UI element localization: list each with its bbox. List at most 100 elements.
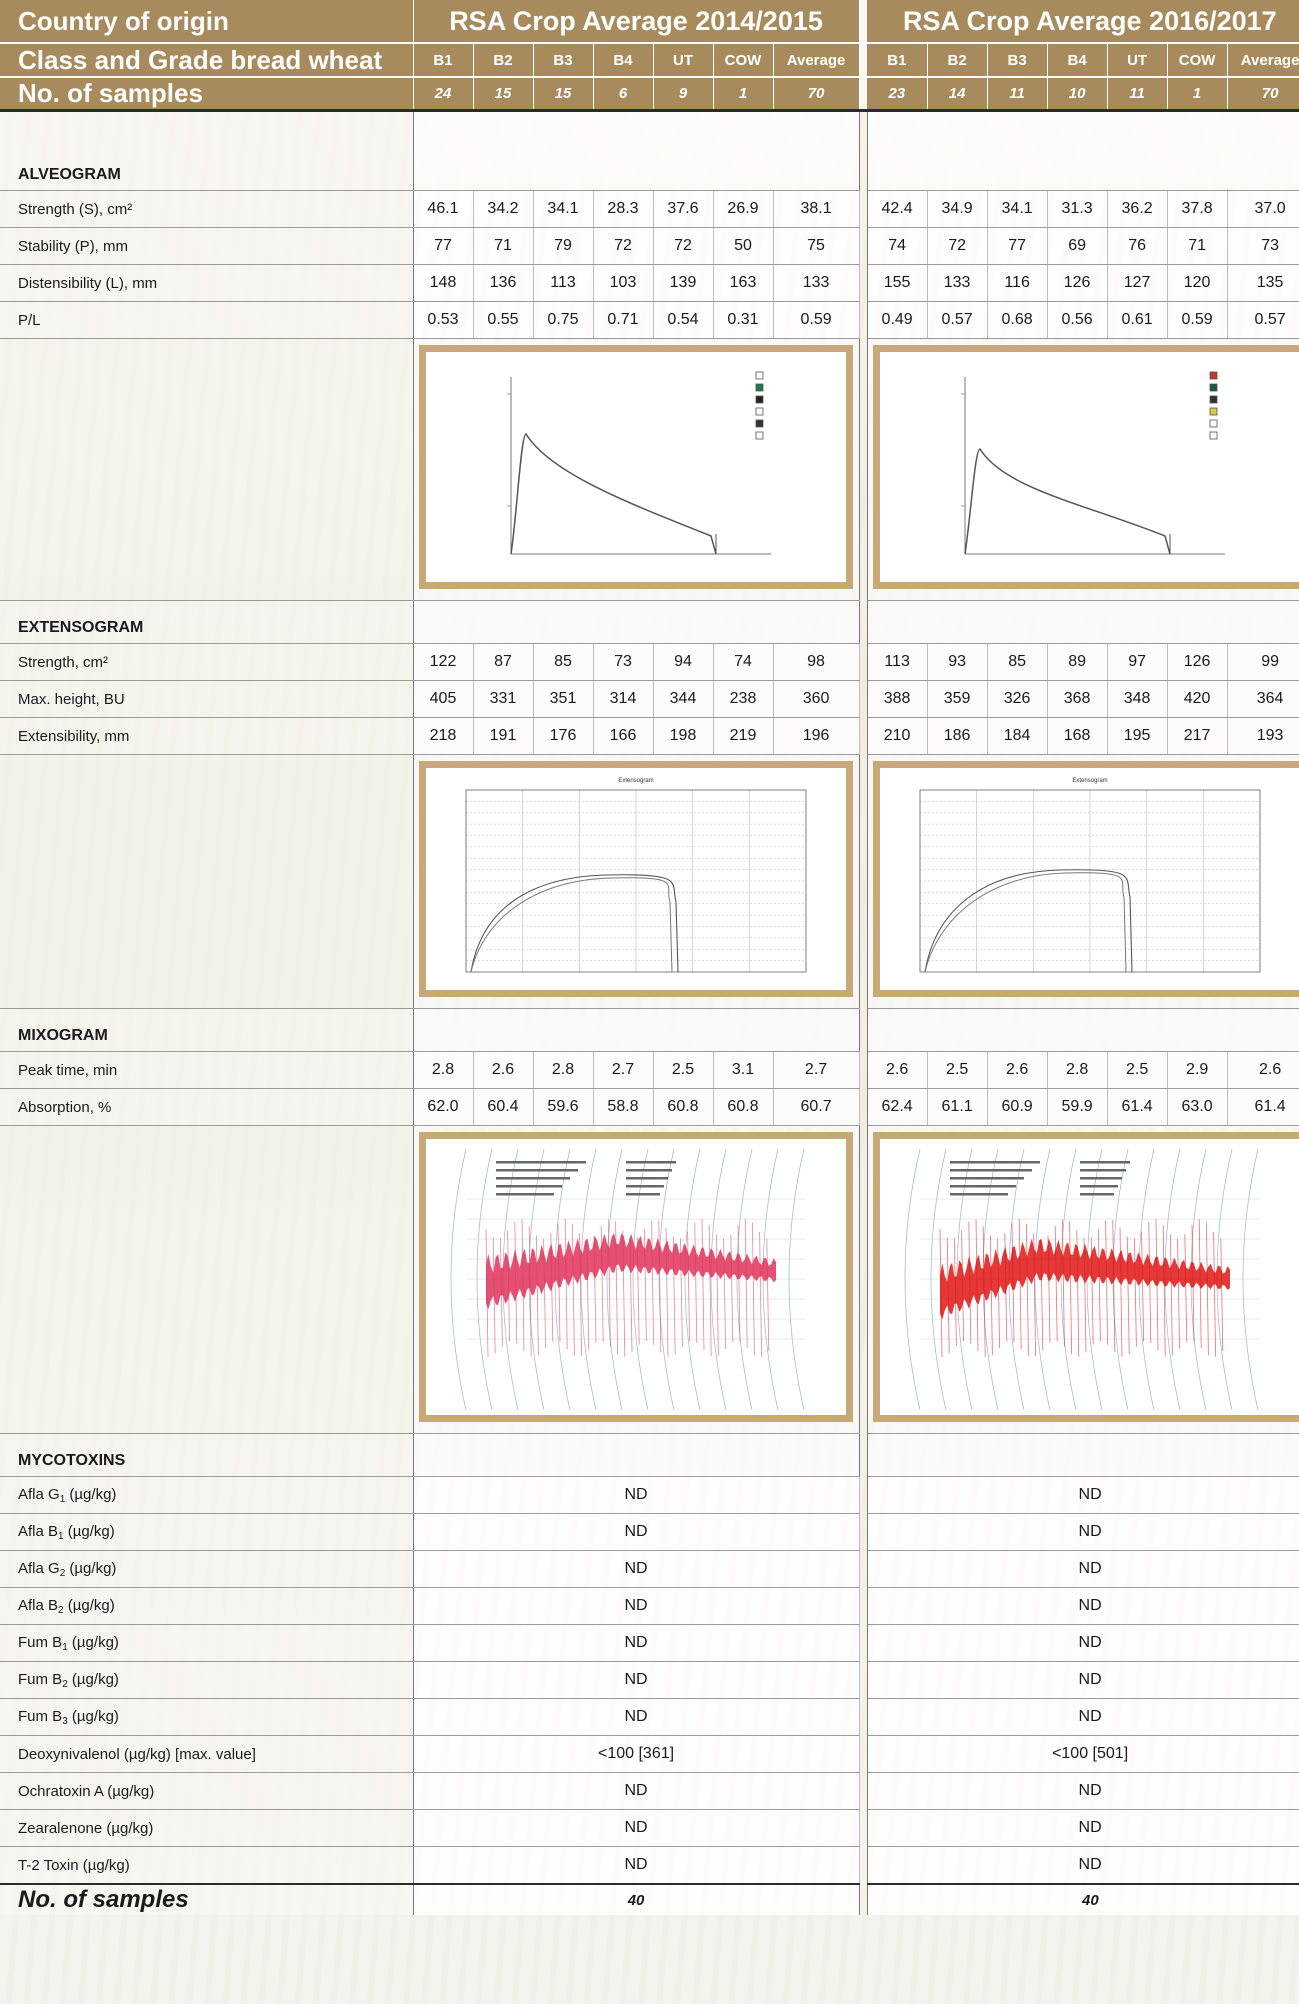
value-cell: 368 [1047, 680, 1108, 718]
value-cell: 314 [593, 680, 654, 718]
mycotoxin-row: Fum B2 (µg/kg) ND ND [0, 1661, 1299, 1699]
value-cell: 37.6 [653, 190, 714, 228]
value-cell: 60.4 [473, 1088, 534, 1126]
value-cell: 139 [653, 264, 714, 302]
mycotoxin-row: Ochratoxin A (µg/kg) ND ND [0, 1772, 1299, 1810]
grade-header: B1 [413, 43, 474, 78]
header-row-grades: Class and Grade bread wheat B1 B2 B3 B4 UT CO… [0, 43, 1299, 78]
value-cell: 36.2 [1107, 190, 1168, 228]
value-cell: 155 [867, 264, 928, 302]
mycotoxin-value-b: ND [867, 1587, 1299, 1625]
value-cell: 0.53 [413, 301, 474, 339]
value-cell: 0.59 [773, 301, 860, 339]
value-cell: 34.2 [473, 190, 534, 228]
mycotoxin-label: Afla B1 (µg/kg) [0, 1513, 414, 1551]
value-cell: 2.6 [867, 1051, 928, 1089]
value-cell: 0.31 [713, 301, 774, 339]
value-cell: 126 [1047, 264, 1108, 302]
value-cell: 75 [773, 227, 860, 265]
value-cell: 59.9 [1047, 1088, 1108, 1126]
alveogram-curve-image [419, 345, 854, 589]
grade-header: B4 [593, 43, 654, 78]
extensogram-section-title: EXTENSOGRAM [0, 600, 414, 644]
value-cell: 126 [1167, 643, 1228, 681]
value-cell: 77 [413, 227, 474, 265]
value-cell: 0.75 [533, 301, 594, 339]
sample-count: 24 [413, 77, 474, 112]
value-cell: 87 [473, 643, 534, 681]
sample-count: 14 [927, 77, 988, 112]
value-cell: 133 [927, 264, 988, 302]
extensogram-chart-title: Extensogram [1073, 778, 1108, 784]
value-cell: 94 [653, 643, 714, 681]
sample-count: 1 [1167, 77, 1228, 112]
mycotoxin-value-a: ND [413, 1624, 860, 1662]
samples-label: No. of samples [0, 77, 414, 112]
sample-count: 6 [593, 77, 654, 112]
mycotoxin-row: Fum B3 (µg/kg) ND ND [0, 1698, 1299, 1736]
period-b-title: RSA Crop Average 2016/2017 [867, 0, 1299, 44]
value-cell: 60.7 [773, 1088, 860, 1126]
mycotoxin-value-b: <100 [501] [867, 1735, 1299, 1773]
mycotoxin-label: T-2 Toxin (µg/kg) [0, 1846, 414, 1885]
value-cell: 89 [1047, 643, 1108, 681]
value-cell: 238 [713, 680, 774, 718]
value-cell: 0.61 [1107, 301, 1168, 339]
value-cell: 46.1 [413, 190, 474, 228]
value-cell: 60.9 [987, 1088, 1048, 1126]
table-row: Distensibility (L), mm 148 136 113 103 139 163… [0, 264, 1299, 302]
mycotoxins-section-row: MYCOTOXINS [0, 1433, 1299, 1477]
value-cell: 133 [773, 264, 860, 302]
value-cell: 2.8 [1047, 1051, 1108, 1089]
mixogram-section-row: MIXOGRAM [0, 1008, 1299, 1052]
value-cell: 62.0 [413, 1088, 474, 1126]
value-cell: 61.4 [1107, 1088, 1168, 1126]
mycotoxin-label: Ochratoxin A (µg/kg) [0, 1772, 414, 1810]
quality-table: Country of origin RSA Crop Average 2014/… [0, 0, 1299, 1915]
mycotoxin-value-a: ND [413, 1809, 860, 1847]
value-cell: 34.1 [533, 190, 594, 228]
row-label: Strength (S), cm² [0, 190, 414, 228]
row-label: Distensibility (L), mm [0, 264, 414, 302]
value-cell: 198 [653, 717, 714, 755]
footer-samples-a: 40 [413, 1883, 860, 1915]
value-cell: 168 [1047, 717, 1108, 755]
value-cell: 136 [473, 264, 534, 302]
value-cell: 344 [653, 680, 714, 718]
value-cell: 116 [987, 264, 1048, 302]
mycotoxin-value-b: ND [867, 1661, 1299, 1699]
mycotoxin-label: Fum B2 (µg/kg) [0, 1661, 414, 1699]
grade-header: UT [1107, 43, 1168, 78]
value-cell: 135 [1227, 264, 1299, 302]
mixogram-curve-image [873, 1132, 1299, 1422]
value-cell: 28.3 [593, 190, 654, 228]
value-cell: 2.7 [593, 1051, 654, 1089]
extensogram-chart-title: Extensogram [618, 778, 653, 784]
mycotoxin-value-a: ND [413, 1550, 860, 1588]
value-cell: 186 [927, 717, 988, 755]
value-cell: 2.6 [987, 1051, 1048, 1089]
value-cell: 50 [713, 227, 774, 265]
grade-header: B4 [1047, 43, 1108, 78]
value-cell: 38.1 [773, 190, 860, 228]
value-cell: 210 [867, 717, 928, 755]
class-grade-label: Class and Grade bread wheat [0, 43, 414, 78]
value-cell: 71 [473, 227, 534, 265]
mycotoxin-value-b: ND [867, 1846, 1299, 1885]
value-cell: 2.7 [773, 1051, 860, 1089]
mycotoxin-value-a: <100 [361] [413, 1735, 860, 1773]
row-label: Strength, cm² [0, 643, 414, 681]
row-label: Peak time, min [0, 1051, 414, 1089]
mycotoxin-value-a: ND [413, 1772, 860, 1810]
value-cell: 195 [1107, 717, 1168, 755]
mycotoxin-value-a: ND [413, 1698, 860, 1736]
mycotoxin-label: Afla G2 (µg/kg) [0, 1550, 414, 1588]
value-cell: 0.55 [473, 301, 534, 339]
value-cell: 2.9 [1167, 1051, 1228, 1089]
mycotoxin-value-b: ND [867, 1476, 1299, 1514]
grade-header: B1 [867, 43, 928, 78]
mycotoxin-row: Fum B1 (µg/kg) ND ND [0, 1624, 1299, 1662]
value-cell: 148 [413, 264, 474, 302]
grade-header: COW [713, 43, 774, 78]
grade-header: COW [1167, 43, 1228, 78]
